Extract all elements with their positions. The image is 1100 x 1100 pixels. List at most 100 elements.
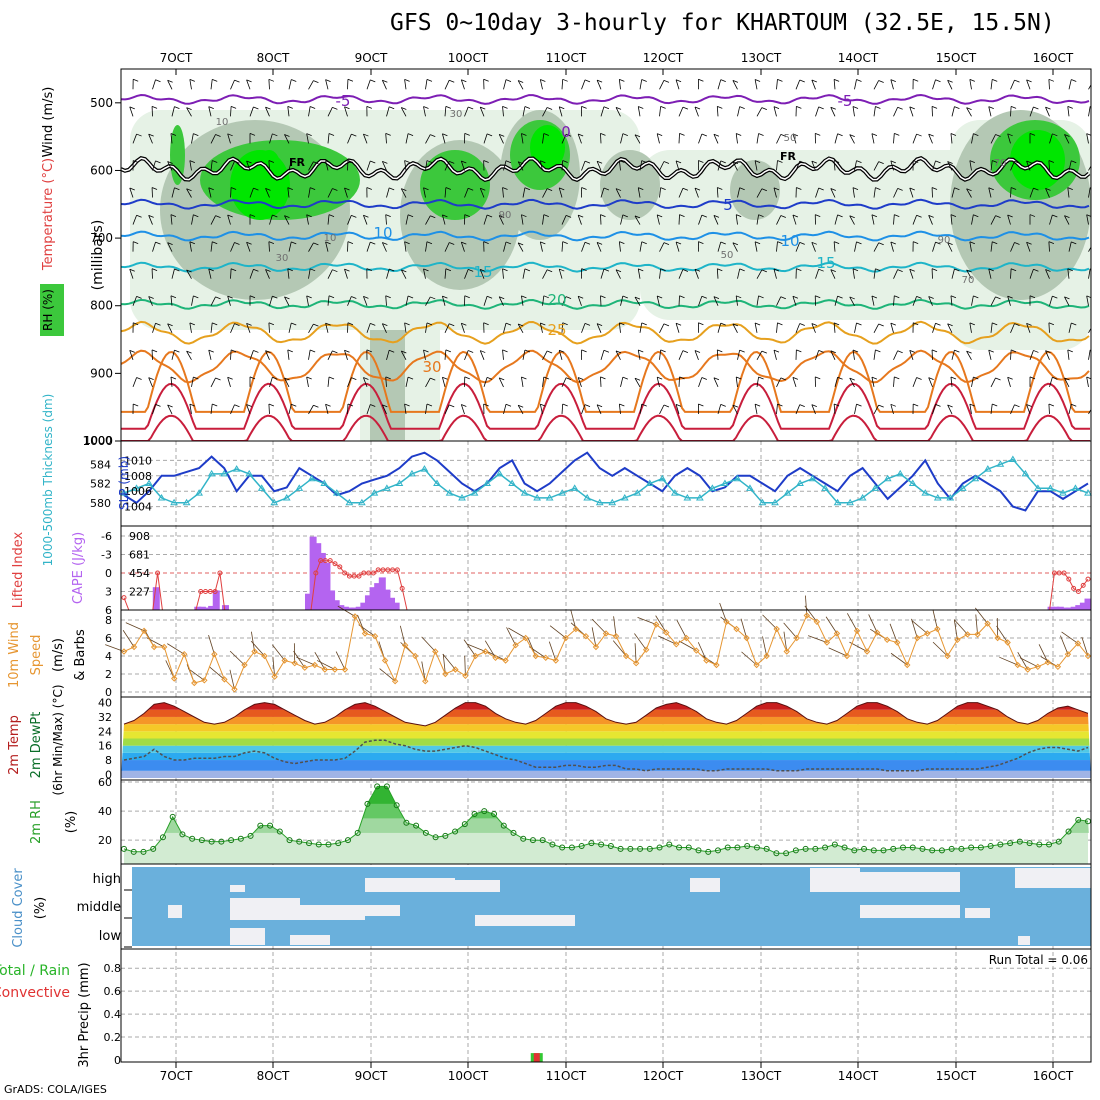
upper-wind-barb [716, 268, 719, 279]
lifted-index-point [346, 573, 352, 579]
upper-wind-barb [950, 214, 953, 225]
upper-wind-barb [811, 242, 816, 252]
isotherm-line [121, 230, 1090, 242]
upper-wind-barb [230, 404, 235, 415]
upper-wind-barb [732, 404, 739, 408]
lifted-index-point [198, 589, 204, 594]
upper-wind-barb [230, 242, 235, 252]
wind10m-barb [719, 602, 727, 622]
upper-wind-barb [1048, 241, 1055, 245]
upper-wind-barb [230, 105, 237, 109]
upper-wind-barb [382, 79, 388, 83]
temp-tick-label: 16 [98, 740, 112, 753]
upper-wind-barb [1026, 160, 1032, 164]
upper-wind-barb [426, 79, 433, 82]
wind10m-point [693, 647, 700, 654]
upper-wind-barb [615, 107, 621, 117]
upper-wind-barb [132, 133, 137, 144]
rh2m-point [1007, 840, 1014, 847]
upper-wind-barb [698, 296, 703, 306]
upper-wind-barb [830, 269, 836, 279]
upper-wind-barb [837, 133, 843, 137]
wind10m-barb [464, 655, 466, 676]
upper-wind-barb [619, 78, 625, 82]
upper-wind-barb [1086, 214, 1089, 225]
rh2m-line [123, 785, 1089, 854]
wind10m-barb [293, 650, 306, 668]
wind10m-point [1064, 650, 1072, 658]
upper-wind-barb [265, 107, 270, 117]
rh2m-point [413, 822, 420, 829]
wind10m-point [823, 639, 831, 646]
upper-wind-barb [935, 404, 941, 407]
upper-wind-barb [401, 350, 407, 354]
wind10m-point [974, 631, 981, 638]
upper-wind-barb [483, 133, 488, 144]
upper-wind-barb [561, 322, 564, 333]
wind10m-point [612, 632, 620, 640]
upper-wind-barb [1045, 106, 1051, 110]
upper-wind-barb [246, 323, 251, 333]
wind10m-barb [167, 643, 185, 655]
upper-wind-barb [479, 188, 485, 198]
upper-wind-barb [151, 105, 158, 109]
upper-wind-barb [581, 160, 586, 171]
upper-wind-barb [540, 322, 546, 326]
upper-wind-barb [1067, 106, 1073, 109]
upper-wind-barb [460, 160, 465, 171]
upper-wind-barb [639, 160, 643, 171]
upper-wind-barb [600, 295, 602, 306]
rh2m-point [714, 847, 721, 854]
rh2m-point [676, 844, 683, 851]
upper-wind-barb [969, 241, 972, 252]
upper-wind-barb [988, 268, 994, 272]
upper-wind-barb [969, 403, 975, 407]
upper-wind-barb [272, 376, 278, 380]
upper-wind-barb [332, 188, 338, 191]
upper-wind-barb [327, 107, 333, 117]
rh2m-point [1065, 828, 1072, 835]
upper-wind-barb [1067, 268, 1070, 279]
upper-wind-barb [325, 403, 331, 407]
upper-wind-barb [637, 349, 641, 360]
upper-wind-barb [464, 376, 470, 380]
wind10m-point [1084, 652, 1092, 660]
upper-wind-barb [663, 323, 670, 327]
upper-wind-barb [468, 350, 474, 353]
upper-wind-barb [777, 241, 783, 245]
pressure-tick-label: 800 [90, 299, 113, 313]
rh2m-point [374, 783, 381, 790]
wind10m-point [964, 631, 971, 638]
upper-wind-barb [483, 322, 489, 326]
upper-wind-barb [498, 215, 504, 225]
upper-wind-barb [246, 79, 251, 90]
upper-wind-barb [539, 322, 543, 333]
upper-wind-barb [269, 133, 273, 144]
cape-tick-label: 908 [129, 530, 150, 543]
thickness-point [658, 474, 667, 482]
rh2m-point [705, 848, 712, 855]
upper-wind-barb [407, 376, 414, 380]
cloud-clear-cell [810, 868, 860, 892]
upper-wind-barb [971, 376, 974, 387]
upper-wind-barb [754, 241, 761, 245]
upper-wind-barb [618, 241, 621, 252]
upper-wind-barb [988, 349, 994, 353]
cape-bar [1070, 606, 1078, 610]
temperature-band [121, 716, 1091, 725]
upper-wind-barb [1010, 187, 1017, 190]
upper-wind-barb [385, 133, 391, 136]
upper-wind-barb [717, 349, 723, 353]
upper-wind-barb [1033, 350, 1039, 353]
wind10m-point [341, 666, 349, 673]
wind-tick-label: 0 [105, 686, 112, 699]
upper-wind-barb [382, 242, 388, 245]
thickness-point [132, 484, 141, 491]
upper-wind-barb [679, 376, 685, 380]
upper-wind-barb [210, 79, 213, 90]
upper-wind-barb [442, 295, 448, 299]
upper-wind-barb [170, 295, 173, 306]
upper-wind-barb [546, 269, 553, 273]
upper-wind-barb [230, 79, 235, 90]
upper-wind-barb [325, 79, 331, 82]
